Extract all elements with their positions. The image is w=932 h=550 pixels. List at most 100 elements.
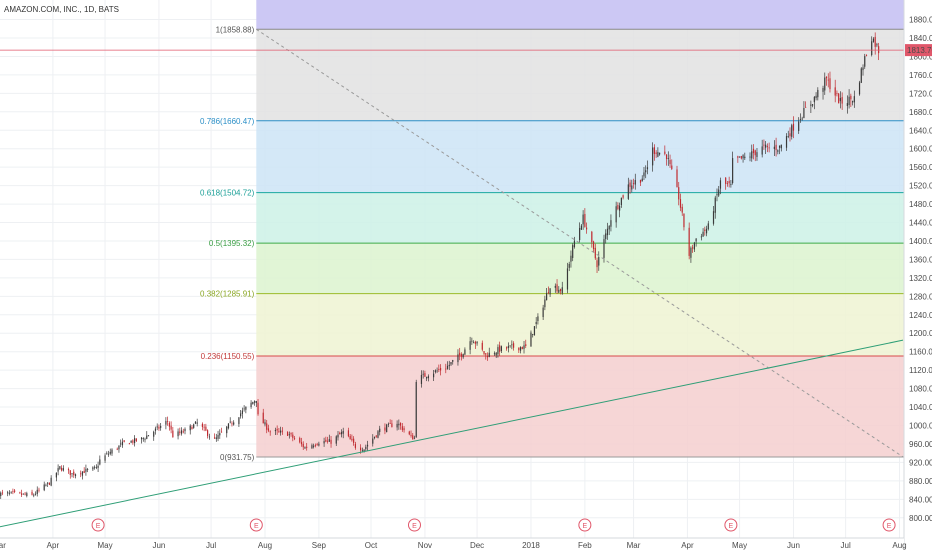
candle-body [716,194,718,196]
candle-body [165,421,167,425]
candle-body [243,408,245,410]
candle-body [436,370,438,372]
candle-body [208,436,210,438]
price-tick-label: 1440.00 [909,219,932,228]
candle-body [778,145,781,148]
candle-body [69,470,71,475]
candle-body [172,430,174,438]
candle-body [413,437,416,439]
earnings-marker-label: E [412,523,417,530]
candle-body [340,432,343,435]
candle-body [641,178,643,182]
candle-body [645,170,647,173]
candle-body [0,492,2,497]
candle-body [233,422,235,425]
candle-body [375,435,377,437]
price-tick-label: 1000.00 [909,422,932,431]
candle-body [500,346,503,351]
candle-body [655,152,657,155]
candle-body [523,345,525,349]
candle-body [439,367,442,371]
candle-body [62,468,64,471]
candle-body [634,180,636,185]
candle-body [201,423,203,427]
candle-body [537,316,539,321]
candle-body [179,431,181,433]
fib-zone-fill [256,29,904,121]
candle-body [438,368,440,370]
trendline[interactable] [0,339,904,528]
candle-body [231,423,233,425]
candle-body [805,106,807,108]
candle-body [281,430,283,432]
time-axis-panel[interactable] [0,538,904,550]
candle-body [288,434,290,436]
candle-body [556,284,558,292]
candle-body [134,438,136,444]
candle-body [679,199,682,208]
candle-body [688,227,690,256]
candle-body [693,242,695,250]
candle-body [12,491,14,492]
earnings-marker [882,518,896,532]
price-tick-label: 1880.00 [909,16,932,25]
candle-body [422,373,424,375]
candle-body [43,484,45,491]
time-tick-label: Sep [312,541,327,550]
candle-body [116,448,118,450]
earnings-marker-label: E [96,523,101,530]
candle-body [193,424,195,428]
earnings-marker [407,518,421,532]
candle-body [267,428,270,431]
earnings-marker-label: E [887,523,892,530]
price-tick-label: 1400.00 [909,237,932,246]
candle-body [761,146,763,155]
candle-body [497,347,499,355]
candle-body [373,436,376,439]
candle-body [80,473,82,475]
candle-body [766,146,768,147]
candle-body [678,187,680,200]
candle-body [874,36,876,47]
candle-body [558,289,560,293]
price-axis-panel[interactable] [904,0,932,550]
candle-body [580,225,582,230]
candle-body [690,247,692,258]
candle-body [323,441,325,444]
candle-body [824,77,826,91]
candle-body [792,123,795,131]
candle-body [742,155,744,159]
candle-body [306,446,308,448]
candle-body [379,428,381,432]
candle-body [360,447,362,451]
candle-body [519,347,522,351]
candle-body [667,158,669,160]
candle-body [351,438,353,441]
candle-body [639,179,642,183]
candle-body [554,285,556,288]
candle-body [36,489,38,494]
candle-body [227,423,230,429]
fib-zone-fill [256,0,904,30]
candle-body [337,434,339,438]
candle-body [598,257,600,266]
candle-body [594,247,596,259]
candle-body [257,402,259,415]
candle-body [107,453,110,455]
candle-body [252,402,254,405]
price-tick-label: 1760.00 [909,71,932,80]
candle-body [469,341,471,350]
candle-body [180,430,183,434]
candle-body [147,435,150,437]
candle-body [408,431,410,435]
candle-body [8,492,11,494]
candle-body [226,426,228,434]
candle-body [669,160,671,165]
candle-body [14,490,16,492]
candle-body [473,342,475,344]
candle-body [47,482,49,484]
candle-body [316,444,318,445]
fib-zone-fills [256,0,904,457]
